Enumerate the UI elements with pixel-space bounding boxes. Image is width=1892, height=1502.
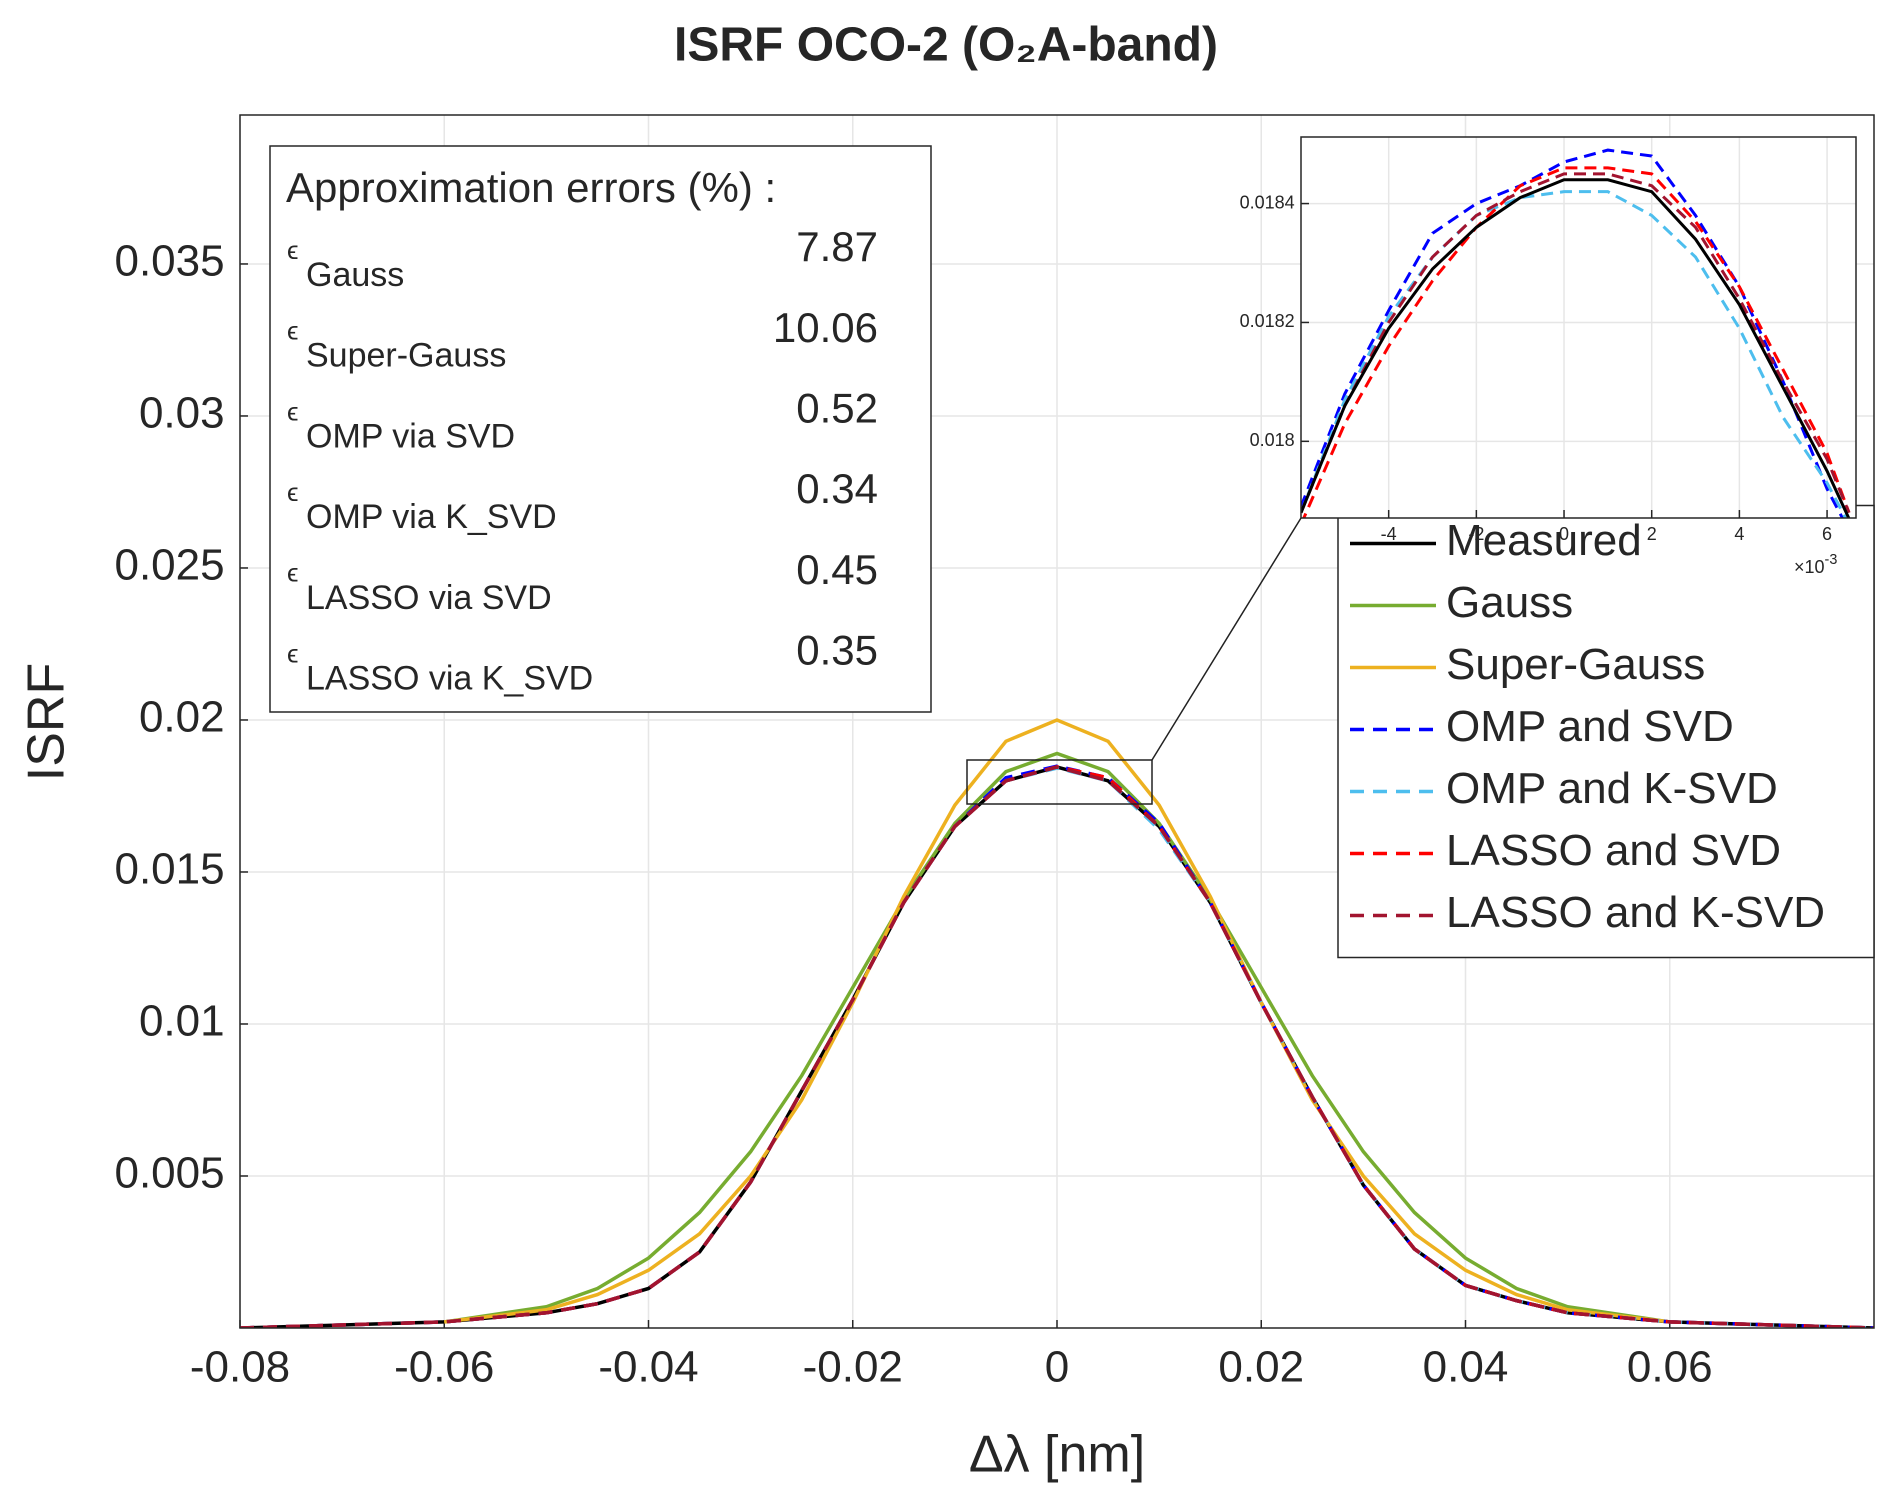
error-symbol: ϵ — [287, 477, 299, 507]
y-tick-label: 0.03 — [139, 389, 225, 438]
error-label: LASSO via SVD — [306, 579, 552, 617]
x-tick-label: -2 — [1468, 524, 1484, 544]
line — [444, 718, 1670, 1324]
x-tick-label: -0.04 — [598, 1342, 698, 1391]
chart-title: ISRF OCO-2 (O₂A-band) — [674, 19, 1218, 72]
error-symbol: ϵ — [287, 558, 299, 588]
x-tick-label: 6 — [1822, 524, 1832, 544]
series-lines — [1301, 148, 1851, 518]
plot-area — [1301, 137, 1856, 518]
legend-label: Measured — [1446, 516, 1642, 565]
legend-label: Gauss — [1446, 578, 1573, 627]
legend-box — [1337, 504, 1875, 959]
y-axis-label: ISRF — [18, 663, 76, 781]
error-value: 7.87 — [796, 223, 878, 270]
line — [1301, 190, 1848, 518]
line — [443, 751, 1671, 1324]
error-symbol: ϵ — [287, 396, 299, 426]
annotation-title: Approximation errors (%) : — [286, 164, 776, 211]
y-tick-label: 0.025 — [114, 541, 224, 590]
zoom-connector — [1151, 517, 1302, 761]
y-tick-label: 0.018 — [1250, 430, 1295, 450]
x-tick-label: 0.06 — [1627, 1342, 1713, 1391]
y-tick-label: 0.035 — [114, 237, 224, 286]
x-tick-label: 0 — [1045, 1342, 1069, 1391]
y-tick-label: 0.0184 — [1240, 192, 1295, 212]
x-tick-label: 2 — [1647, 524, 1657, 544]
line — [1301, 178, 1851, 518]
y-tick-label: 0.0182 — [1240, 311, 1295, 331]
line — [1302, 166, 1851, 518]
x-tick-label: 0 — [1559, 524, 1569, 544]
y-tick-label: 0.02 — [139, 693, 225, 742]
legend-label: LASSO and SVD — [1446, 826, 1781, 875]
x-tick-label: -0.06 — [394, 1342, 494, 1391]
error-label: LASSO via K_SVD — [306, 659, 593, 697]
x-tick-label: 0.04 — [1423, 1342, 1509, 1391]
line — [1301, 172, 1851, 514]
line — [240, 765, 1874, 1328]
x-tick-label: 4 — [1734, 524, 1744, 544]
y-tick-label: 0.005 — [114, 1149, 224, 1198]
plot-frame — [1300, 136, 1857, 519]
x-tick-label: -0.08 — [190, 1342, 290, 1391]
y-tick-label: 0.01 — [139, 997, 225, 1046]
x-tick-label: 0.02 — [1218, 1342, 1304, 1391]
error-symbol: ϵ — [287, 638, 299, 668]
x-tick-label: -0.02 — [803, 1342, 903, 1391]
error-value: 0.52 — [796, 384, 878, 431]
error-label: OMP via K_SVD — [306, 498, 557, 536]
x-multiplier: ×10-3 — [1794, 552, 1837, 577]
legend-label: OMP and SVD — [1446, 702, 1734, 751]
error-symbol: ϵ — [287, 316, 299, 346]
error-value: 0.34 — [796, 465, 878, 512]
x-multiplier-base: ×10 — [1794, 557, 1825, 577]
x-multiplier-power: -3 — [1825, 552, 1838, 568]
legend-label: Super-Gauss — [1446, 640, 1705, 689]
line — [1301, 148, 1845, 518]
error-label: Gauss — [306, 256, 404, 294]
legend-label: OMP and K-SVD — [1446, 764, 1778, 813]
error-symbol: ϵ — [287, 235, 299, 265]
x-axis-label: Δλ [nm] — [969, 1426, 1145, 1484]
annotation-box — [269, 145, 932, 713]
error-value: 0.35 — [796, 627, 878, 674]
error-value: 10.06 — [773, 304, 878, 351]
error-label: OMP via SVD — [306, 417, 515, 455]
y-tick-label: 0.015 — [114, 845, 224, 894]
error-label: Super-Gauss — [306, 337, 506, 375]
error-value: 0.45 — [796, 546, 878, 593]
series-lines — [240, 718, 1874, 1328]
x-tick-label: -4 — [1381, 524, 1397, 544]
zoom-region — [966, 759, 1153, 805]
legend-label: LASSO and K-SVD — [1446, 888, 1825, 937]
